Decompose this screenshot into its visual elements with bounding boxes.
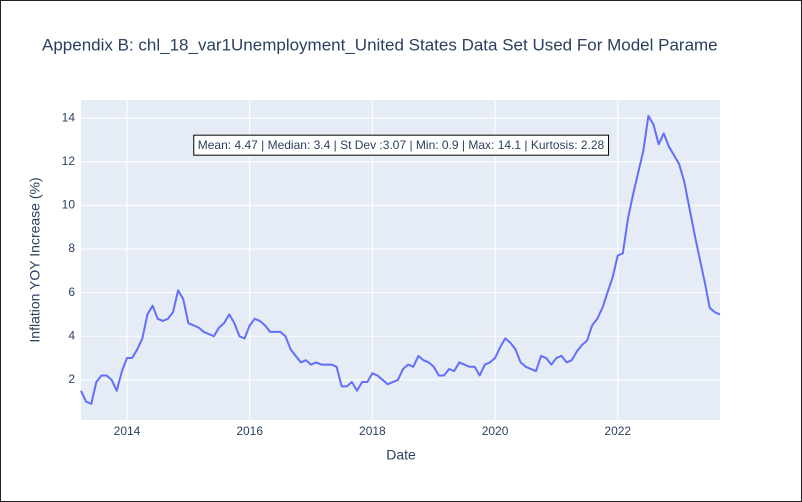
line bbox=[80, 114, 721, 405]
y-tick-label: 8 bbox=[68, 241, 75, 255]
y-tick-label: 14 bbox=[62, 110, 76, 124]
y-tick-label: 2 bbox=[68, 372, 75, 386]
annotation-box bbox=[193, 134, 610, 156]
chart-title: Appendix B: chl_18_var1Unemployment_Unit… bbox=[42, 35, 718, 54]
x-tick-label: 2018 bbox=[359, 424, 386, 438]
y-tick-label: 10 bbox=[62, 198, 76, 212]
x-tick-label: 2022 bbox=[604, 424, 631, 438]
x-axis-title: Date bbox=[386, 447, 416, 463]
x-tick-label: 2014 bbox=[114, 424, 141, 438]
y-tick-label: 6 bbox=[68, 285, 75, 299]
y-axis-title: Inflation YOY Increase (%) bbox=[27, 177, 43, 342]
y-tick-label: 4 bbox=[68, 328, 75, 342]
x-tick-label: 2020 bbox=[482, 424, 509, 438]
annotation: Mean: 4.47 | Median: 3.4 | St Dev :3.07 … bbox=[198, 138, 605, 152]
y-tick-label: 12 bbox=[62, 154, 76, 168]
x-tick-label: 2016 bbox=[236, 424, 263, 438]
